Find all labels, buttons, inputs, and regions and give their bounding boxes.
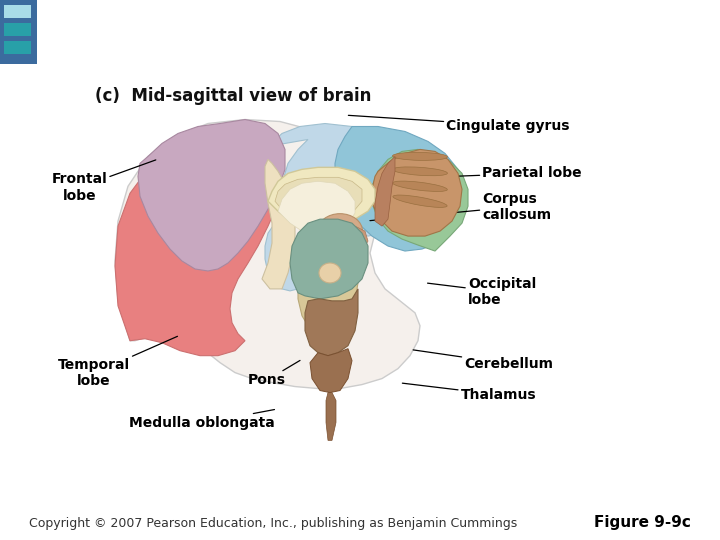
Polygon shape — [375, 157, 395, 226]
Text: Copyright © 2007 Pearson Education, Inc., publishing as Benjamin Cummings: Copyright © 2007 Pearson Education, Inc.… — [29, 517, 517, 530]
Text: Frontal
lobe: Frontal lobe — [51, 160, 156, 202]
Text: Temporal
lobe: Temporal lobe — [58, 336, 177, 388]
Polygon shape — [265, 124, 415, 291]
Polygon shape — [262, 159, 295, 289]
Polygon shape — [305, 223, 368, 258]
Ellipse shape — [392, 167, 447, 176]
Polygon shape — [275, 177, 362, 223]
Text: Medulla oblongata: Medulla oblongata — [129, 409, 274, 430]
Polygon shape — [305, 289, 358, 356]
Text: Mid-Sagittal View of Brain: Mid-Sagittal View of Brain — [65, 19, 514, 48]
Ellipse shape — [318, 214, 362, 248]
Polygon shape — [335, 126, 465, 251]
Text: Figure 9-9c: Figure 9-9c — [594, 515, 691, 530]
Ellipse shape — [393, 195, 447, 207]
Bar — [4, 41, 31, 53]
Bar — [4, 5, 31, 18]
Polygon shape — [115, 119, 420, 389]
Polygon shape — [372, 150, 462, 236]
Ellipse shape — [392, 152, 448, 160]
Text: Parietal lobe: Parietal lobe — [413, 166, 582, 180]
Polygon shape — [268, 167, 375, 225]
Polygon shape — [290, 219, 368, 299]
Bar — [0, 0, 37, 64]
Polygon shape — [278, 181, 355, 233]
Text: Thalamus: Thalamus — [402, 383, 536, 402]
Polygon shape — [310, 349, 352, 393]
Polygon shape — [298, 233, 358, 331]
Polygon shape — [138, 119, 285, 271]
Bar — [4, 23, 31, 36]
Text: Occipital
lobe: Occipital lobe — [428, 277, 536, 307]
Polygon shape — [115, 124, 282, 356]
Text: Cingulate gyrus: Cingulate gyrus — [348, 116, 570, 133]
Polygon shape — [326, 393, 336, 440]
Text: (c)  Mid-sagittal view of brain: (c) Mid-sagittal view of brain — [95, 86, 372, 105]
Text: Pons: Pons — [248, 360, 300, 387]
Ellipse shape — [392, 181, 447, 192]
Ellipse shape — [319, 263, 341, 283]
Text: Corpus
callosum: Corpus callosum — [370, 192, 552, 222]
Text: Cerebellum: Cerebellum — [413, 350, 554, 371]
Polygon shape — [372, 150, 468, 251]
